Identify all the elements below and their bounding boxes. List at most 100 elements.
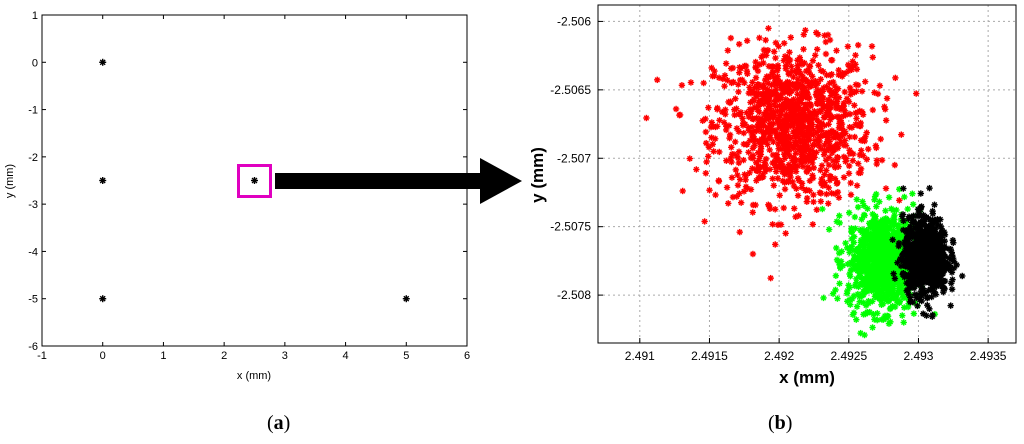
point-b bbox=[749, 165, 756, 172]
point-b bbox=[735, 88, 742, 96]
point-b-d2 bbox=[896, 197, 903, 204]
point-b bbox=[804, 66, 812, 74]
point-b bbox=[772, 54, 779, 62]
point-b-d2 bbox=[802, 27, 809, 34]
point-b bbox=[822, 50, 830, 58]
point-b bbox=[745, 149, 752, 156]
point-b bbox=[834, 153, 841, 161]
x-tick-label-a: 5 bbox=[403, 350, 409, 362]
y-tick-label-a: -3 bbox=[28, 199, 38, 211]
point-b bbox=[708, 134, 715, 141]
point-b-d2 bbox=[786, 161, 792, 168]
point-b-d2 bbox=[807, 178, 813, 184]
point-b bbox=[760, 133, 768, 141]
y-tick-label-a: -6 bbox=[28, 341, 38, 353]
point-a-d2 bbox=[403, 295, 410, 302]
point-b bbox=[813, 88, 821, 95]
x-tick-label-a: 0 bbox=[100, 350, 106, 362]
point-b-d2 bbox=[727, 132, 733, 138]
point-b-d2 bbox=[833, 47, 840, 54]
point-b-d2 bbox=[764, 141, 771, 148]
point-b bbox=[749, 250, 757, 258]
point-b bbox=[818, 175, 825, 183]
x-axis-label-a: x (mm) bbox=[237, 370, 271, 382]
point-b-d2 bbox=[735, 89, 742, 95]
axis-ticks-a: -1 0 1 2 3 4 5 6 1 0 -1 -2 -3 -4 -5 -6 bbox=[28, 10, 470, 362]
point-a bbox=[402, 295, 410, 303]
point-b bbox=[700, 79, 707, 87]
point-b bbox=[749, 209, 756, 216]
point-b-d2 bbox=[815, 62, 822, 68]
point-b bbox=[725, 200, 732, 207]
point-b bbox=[716, 148, 723, 156]
point-b bbox=[747, 99, 754, 106]
point-b bbox=[755, 103, 762, 110]
point-b-d2 bbox=[847, 85, 853, 91]
point-b bbox=[723, 184, 731, 191]
point-b-d2 bbox=[741, 130, 747, 136]
point-b bbox=[793, 70, 800, 77]
point-b bbox=[882, 117, 890, 124]
point-b-d2 bbox=[755, 68, 761, 74]
point-b bbox=[853, 66, 861, 73]
point-b bbox=[727, 154, 735, 162]
point-b bbox=[858, 88, 866, 95]
point-b bbox=[739, 115, 746, 122]
point-b-d2 bbox=[738, 199, 744, 206]
point-b-d2 bbox=[736, 160, 742, 166]
point-b bbox=[735, 159, 742, 167]
point-b bbox=[840, 112, 847, 120]
point-b-d2 bbox=[732, 139, 739, 145]
point-b bbox=[721, 72, 729, 79]
point-b-d2 bbox=[836, 105, 842, 112]
point-b-d2 bbox=[852, 61, 859, 68]
point-b-d2 bbox=[850, 151, 856, 157]
point-b bbox=[765, 25, 772, 32]
point-b-d2 bbox=[862, 134, 869, 140]
point-b-d2 bbox=[778, 82, 784, 89]
point-b bbox=[852, 81, 860, 88]
point-b bbox=[790, 182, 798, 190]
point-b bbox=[913, 90, 920, 97]
point-b bbox=[741, 171, 748, 178]
point-b bbox=[846, 84, 854, 92]
point-b-d2 bbox=[703, 129, 709, 135]
point-b-d2 bbox=[825, 185, 832, 191]
point-b-d2 bbox=[878, 136, 884, 142]
point-b bbox=[820, 151, 828, 158]
point-a-d2 bbox=[251, 177, 258, 184]
point-b-d2 bbox=[854, 66, 860, 73]
point-b bbox=[686, 155, 693, 162]
point-b-d2 bbox=[767, 275, 774, 281]
point-b-d2 bbox=[789, 179, 796, 185]
point-b-d2 bbox=[734, 125, 740, 132]
point-b bbox=[798, 95, 805, 102]
point-b bbox=[833, 98, 841, 105]
point-b bbox=[845, 170, 853, 177]
point-b bbox=[883, 95, 891, 102]
point-b bbox=[869, 106, 877, 114]
point-b bbox=[802, 27, 809, 34]
point-a-d2 bbox=[99, 295, 106, 302]
point-b-d2 bbox=[795, 175, 801, 182]
point-b-d2 bbox=[883, 185, 889, 192]
point-b bbox=[817, 76, 824, 83]
point-b-d2 bbox=[823, 191, 830, 197]
point-b bbox=[882, 106, 889, 113]
point-b-d2 bbox=[775, 43, 782, 50]
point-b bbox=[774, 221, 782, 229]
point-b bbox=[752, 159, 760, 167]
point-b-d2 bbox=[913, 90, 919, 97]
point-b bbox=[845, 162, 853, 170]
point-b bbox=[819, 182, 827, 189]
arrow bbox=[275, 158, 522, 204]
point-b bbox=[774, 62, 782, 69]
point-b-d2 bbox=[816, 119, 822, 126]
point-b-d2 bbox=[871, 89, 878, 96]
point-b-d2 bbox=[870, 54, 876, 61]
point-b bbox=[728, 79, 735, 87]
point-b bbox=[749, 155, 757, 162]
point-b-d2 bbox=[761, 134, 767, 140]
point-b-d2 bbox=[776, 192, 783, 199]
point-b bbox=[752, 201, 759, 209]
